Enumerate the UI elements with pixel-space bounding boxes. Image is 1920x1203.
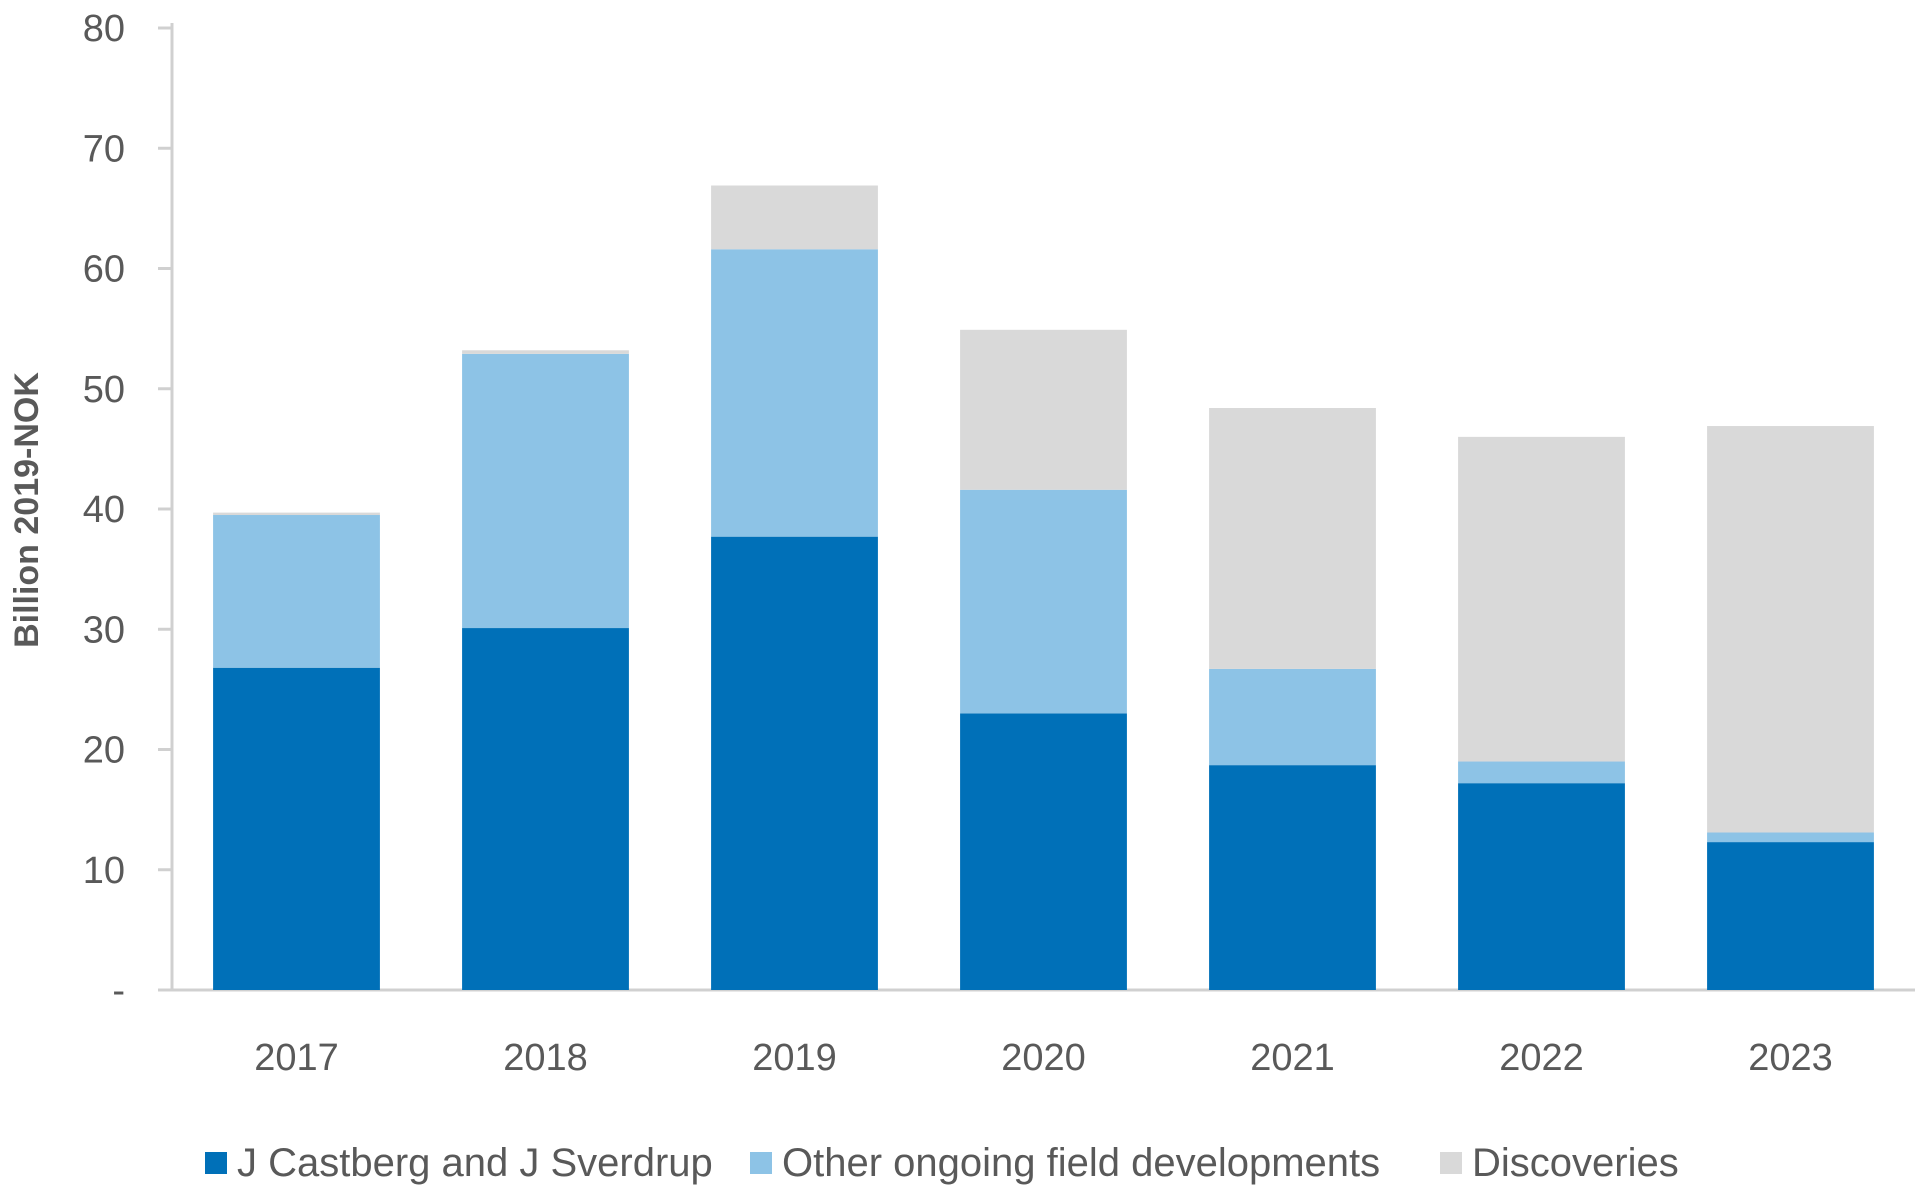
y-tick-label: 60 xyxy=(83,249,125,291)
bar-segment xyxy=(462,353,629,629)
x-tick-label: 2021 xyxy=(1250,1037,1335,1079)
bar-segment xyxy=(1458,761,1625,784)
bar-segment xyxy=(462,350,629,354)
x-tick-labels: 2017 2018 2019 2020 2021 2022 2023 xyxy=(254,1037,1833,1079)
y-tick-labels: - 10 20 30 40 50 60 70 80 xyxy=(83,8,172,1012)
legend-swatch xyxy=(750,1152,772,1174)
legend-label: Other ongoing field developments xyxy=(782,1141,1380,1185)
bar-segment xyxy=(1707,842,1874,990)
x-tick-label: 2017 xyxy=(254,1037,339,1079)
y-axis-label-group: Billion 2019-NOK xyxy=(8,372,46,648)
y-tick-label: 70 xyxy=(83,128,125,170)
x-tick-label: 2022 xyxy=(1499,1037,1584,1079)
bar-segment xyxy=(1707,426,1874,833)
x-tick-label: 2019 xyxy=(752,1037,837,1079)
bar-segment xyxy=(1458,436,1625,762)
bar-segment xyxy=(213,667,380,990)
bar-segment xyxy=(711,185,878,250)
bar-segment xyxy=(1209,765,1376,990)
bar-segment xyxy=(1707,832,1874,843)
bar-segment xyxy=(213,515,380,668)
bar-segment xyxy=(960,713,1127,990)
bar-segment xyxy=(462,628,629,990)
x-tick-label: 2023 xyxy=(1748,1037,1833,1079)
bar-segment xyxy=(1209,668,1376,766)
y-tick-label: 20 xyxy=(83,730,125,772)
bar-segment xyxy=(213,512,380,516)
legend-swatch xyxy=(1440,1152,1462,1174)
y-tick-label: 10 xyxy=(83,850,125,892)
x-tick-label: 2020 xyxy=(1001,1037,1086,1079)
y-axis-label: Billion 2019-NOK xyxy=(8,372,46,648)
legend-label: Discoveries xyxy=(1472,1141,1679,1185)
legend: J Castberg and J Sverdrup Other ongoing f… xyxy=(205,1141,1679,1185)
y-tick-label: 40 xyxy=(83,489,125,531)
y-tick-label: 80 xyxy=(83,8,125,50)
y-tick-label: 50 xyxy=(83,369,125,411)
x-tick-label: 2018 xyxy=(503,1037,588,1079)
y-tick-label: 30 xyxy=(83,609,125,651)
bars xyxy=(213,185,1874,990)
bar-segment xyxy=(1209,407,1376,669)
bar-segment xyxy=(960,489,1127,714)
bar-segment xyxy=(711,536,878,990)
bar-segment xyxy=(711,249,878,537)
bar-segment xyxy=(960,329,1127,490)
bar-segment xyxy=(1458,783,1625,990)
legend-swatch xyxy=(205,1152,227,1174)
y-tick-label: - xyxy=(112,970,125,1012)
legend-label: J Castberg and J Sverdrup xyxy=(237,1141,713,1185)
